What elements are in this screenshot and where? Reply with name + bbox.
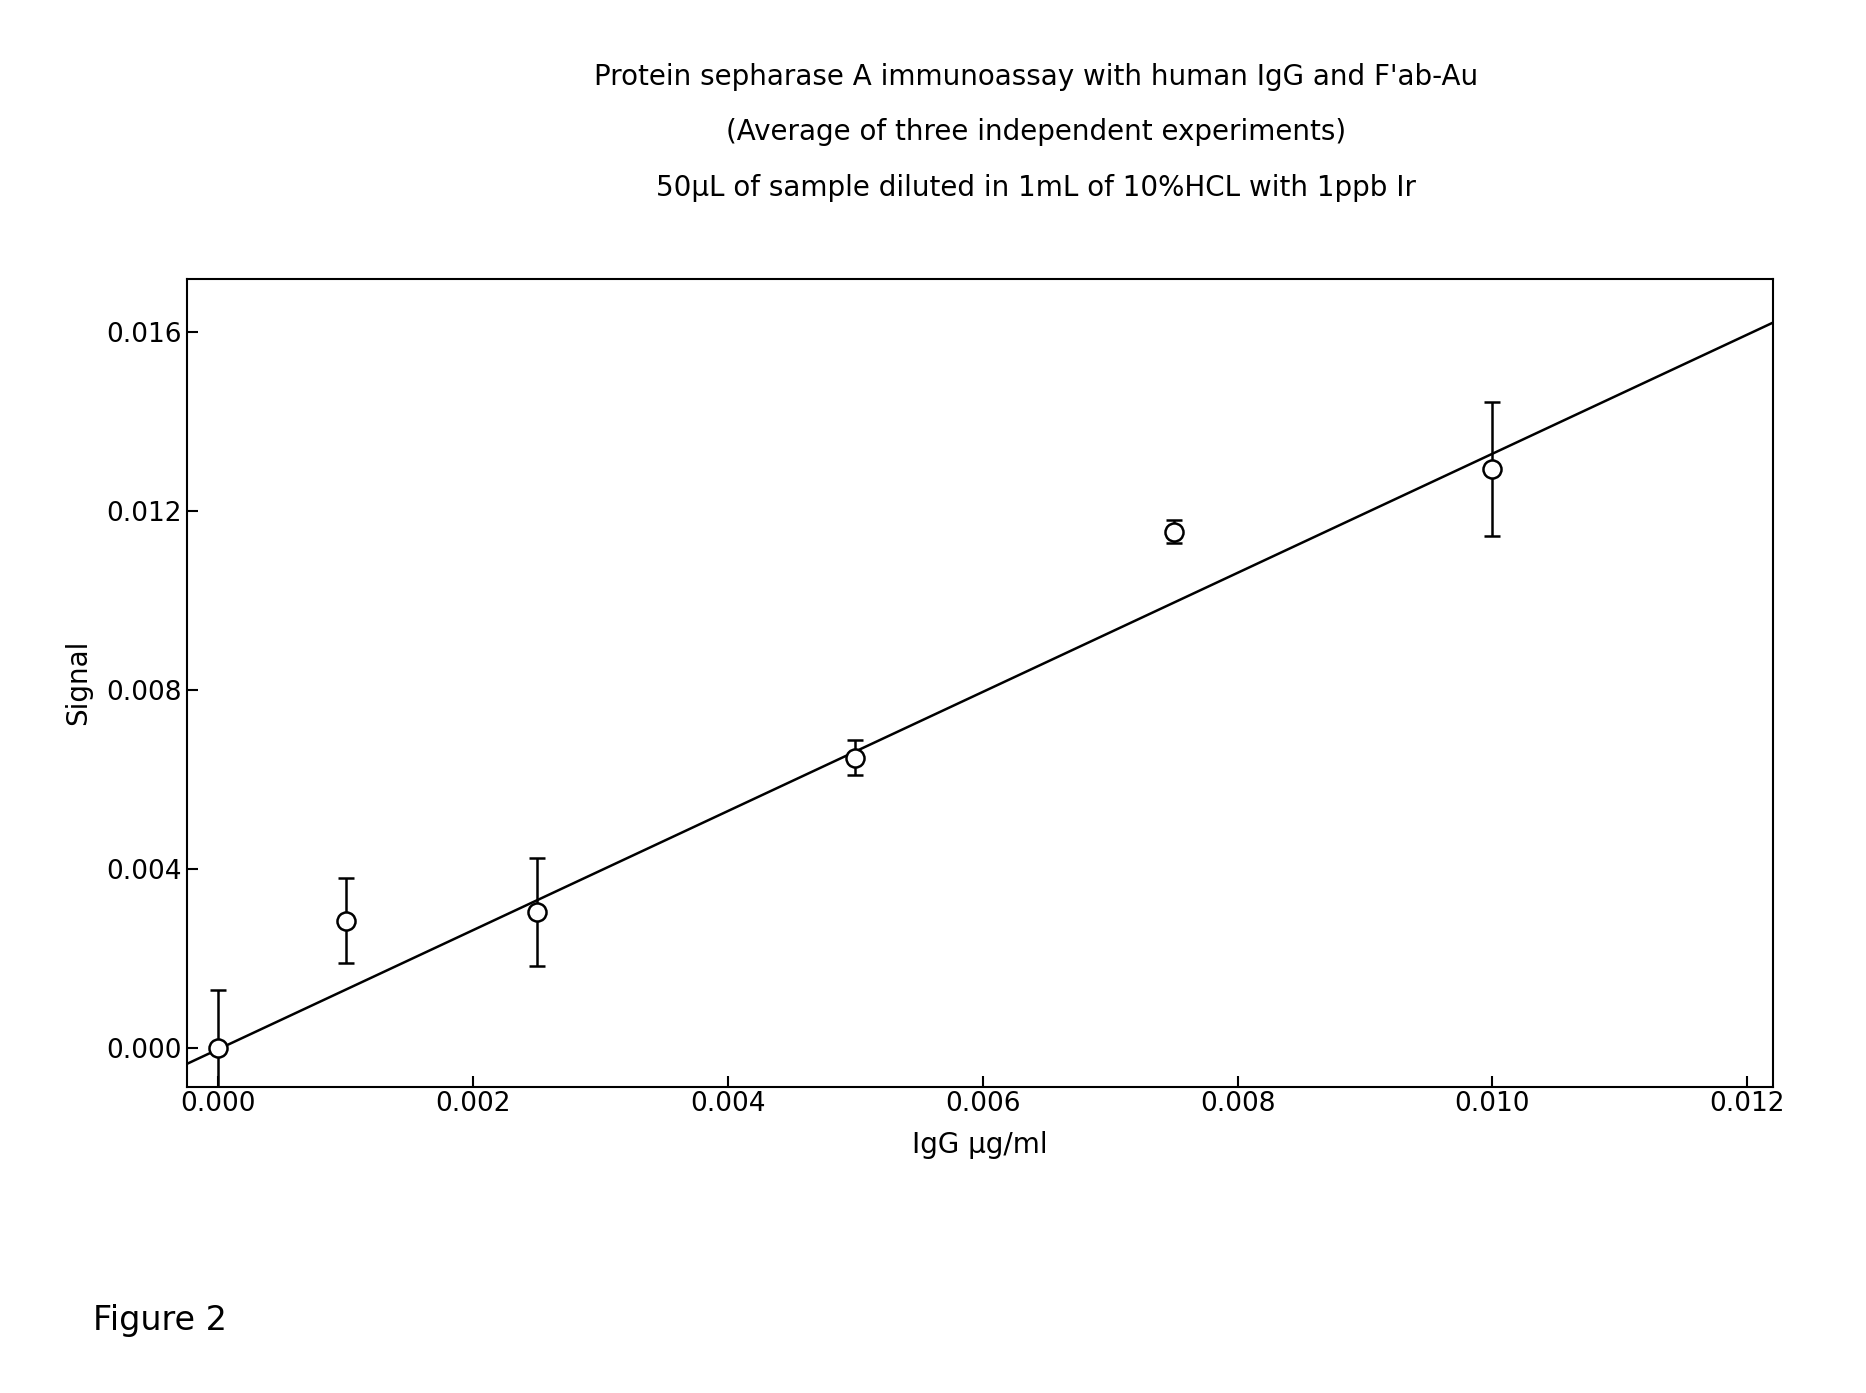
Text: Protein sepharase A immunoassay with human IgG and F'ab-Au: Protein sepharase A immunoassay with hum… [593,63,1478,91]
Text: Figure 2: Figure 2 [93,1304,228,1337]
Text: 50μL of sample diluted in 1mL of 10%HCL with 1ppb Ir: 50μL of sample diluted in 1mL of 10%HCL … [655,174,1416,202]
X-axis label: IgG μg/ml: IgG μg/ml [912,1131,1047,1159]
Y-axis label: Signal: Signal [63,639,91,726]
Text: (Average of three independent experiments): (Average of three independent experiment… [726,118,1345,146]
